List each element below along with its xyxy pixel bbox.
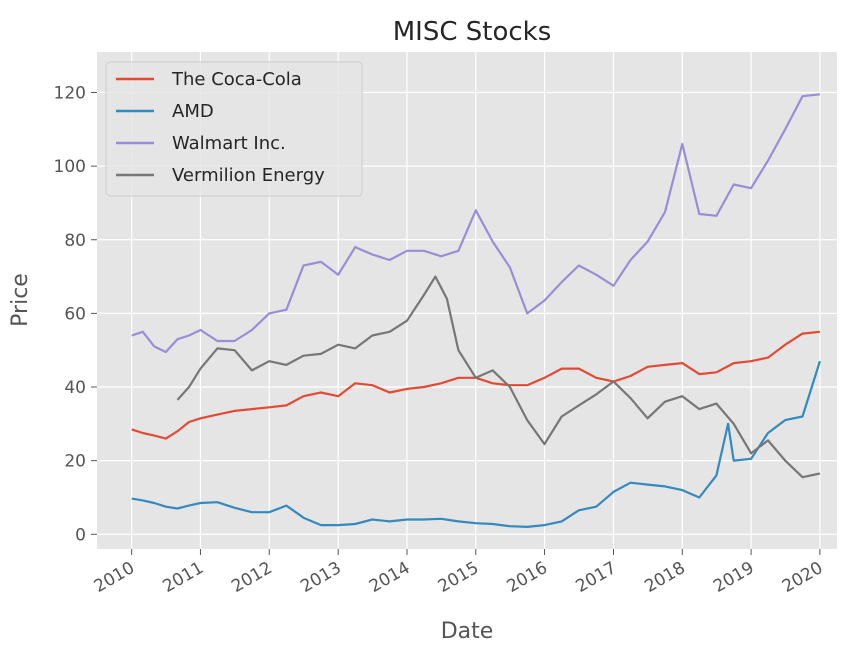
series-line xyxy=(131,330,821,440)
y-axis-ticks: 0 20 40 60 80 100 120 xyxy=(54,83,97,545)
x-tick-label: 2018 xyxy=(641,558,688,597)
legend-label: AMD xyxy=(172,101,214,122)
legend-label: Walmart Inc. xyxy=(172,133,286,154)
x-tick-label: 2014 xyxy=(366,558,413,597)
y-tick-label: 60 xyxy=(64,304,86,324)
x-axis-label: Date xyxy=(441,619,494,644)
x-tick-label: 2019 xyxy=(710,558,757,597)
x-tick-label: 2015 xyxy=(435,558,482,597)
y-axis-label: Price xyxy=(8,273,33,327)
x-axis-ticks: 2010 2011 2012 2013 2014 2015 2016 2017 2018 2019… xyxy=(91,549,826,597)
legend-label: The Coca-Cola xyxy=(171,69,302,90)
x-tick-label: 2010 xyxy=(91,558,138,597)
x-tick-label: 2017 xyxy=(573,558,620,597)
series-lines xyxy=(131,93,821,528)
x-tick-label: 2016 xyxy=(504,558,551,597)
y-tick-label: 80 xyxy=(64,231,86,251)
x-tick-label: 2012 xyxy=(228,558,275,597)
y-tick-label: 0 xyxy=(75,525,86,545)
y-tick-label: 100 xyxy=(54,157,86,177)
legend: The Coca-Cola AMD Walmart Inc. Vermilion En… xyxy=(105,61,363,197)
x-tick-label: 2020 xyxy=(779,558,826,597)
chart-title: MISC Stocks xyxy=(393,17,552,47)
y-tick-label: 40 xyxy=(64,378,86,398)
x-tick-label: 2013 xyxy=(297,558,344,597)
series-line xyxy=(131,360,821,528)
y-tick-label: 120 xyxy=(54,83,86,103)
y-tick-label: 20 xyxy=(64,452,86,472)
series-line xyxy=(131,93,821,354)
legend-label: Vermilion Energy xyxy=(172,165,325,186)
legend-box xyxy=(105,61,363,197)
series-line xyxy=(176,275,821,479)
x-tick-label: 2011 xyxy=(159,558,206,597)
